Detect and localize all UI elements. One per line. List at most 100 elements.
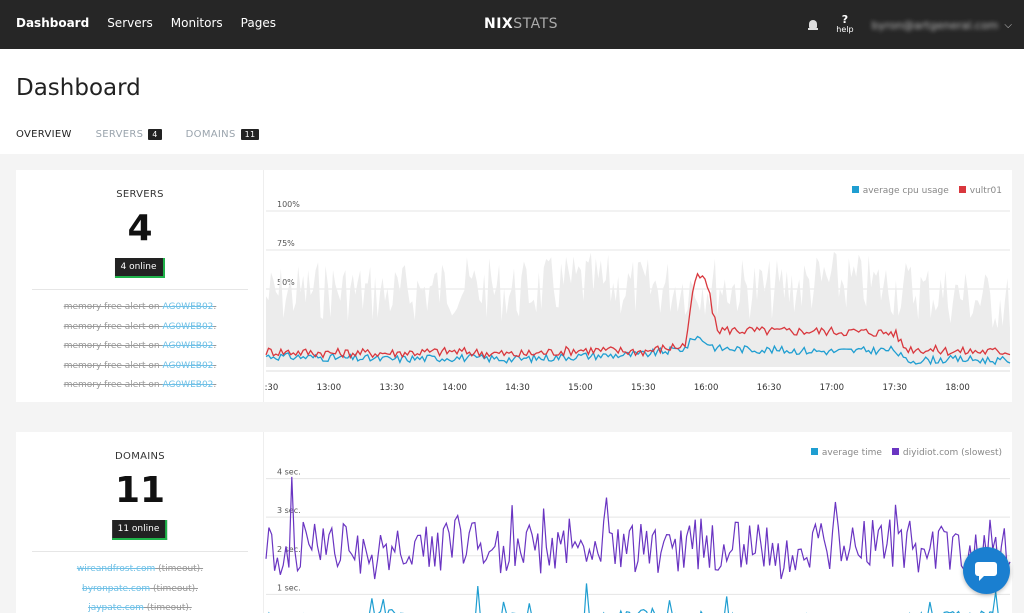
domains-label: DOMAINS bbox=[115, 451, 165, 462]
alert-text: memory free alert on bbox=[63, 302, 163, 312]
alert-item: memory free alert on AG0WEB02. bbox=[16, 337, 264, 357]
servers-count: 4 bbox=[127, 208, 153, 249]
brand-logo[interactable]: NIXSTATS bbox=[484, 16, 558, 32]
x-tick-label: 12:30 bbox=[264, 383, 278, 393]
tab-overview[interactable]: OVERVIEW bbox=[16, 129, 72, 140]
x-tick-label: 17:00 bbox=[820, 383, 845, 393]
legend-item[interactable]: average cpu usage bbox=[851, 186, 949, 196]
alert-host-link[interactable]: AG0WEB02 bbox=[162, 302, 214, 312]
tab-servers-label: SERVERS bbox=[95, 129, 144, 140]
response-chart-legend: average time diyidiot.com (slowest) bbox=[810, 448, 1002, 458]
alert-suffix: . bbox=[213, 321, 217, 332]
alert-text: memory free alert on bbox=[63, 360, 163, 371]
brand-light: STATS bbox=[513, 16, 559, 32]
nav-right: ? help byron@artgeneral.com ⌵ bbox=[808, 10, 1012, 40]
nav-servers[interactable]: Servers bbox=[107, 16, 153, 30]
alert-item: memory free alert on AG0WEB02. bbox=[16, 298, 264, 318]
domains-online-badge[interactable]: 11 online bbox=[111, 520, 168, 540]
alert-text: memory free alert on bbox=[63, 321, 163, 332]
domains-summary: DOMAINS 11 11 online wireandfrost.com (t… bbox=[16, 432, 264, 613]
top-navbar: Dashboard Servers Monitors Pages NIXSTAT… bbox=[0, 0, 1024, 49]
servers-label: SERVERS bbox=[116, 189, 164, 200]
main-nav: Dashboard Servers Monitors Pages bbox=[16, 16, 276, 30]
legend-item[interactable]: diyidiot.com (slowest) bbox=[891, 448, 1002, 458]
alert-host-link[interactable]: AG0WEB02 bbox=[162, 341, 214, 352]
x-tick-label: 18:00 bbox=[945, 383, 970, 393]
alert-item: byronpate.com (timeout). bbox=[16, 580, 264, 600]
tab-servers[interactable]: SERVERS 4 bbox=[96, 129, 162, 140]
x-tick-label: 13:00 bbox=[317, 383, 342, 393]
tab-servers-badge: 4 bbox=[148, 129, 162, 140]
background-area bbox=[266, 251, 1010, 367]
nav-dashboard[interactable]: Dashboard bbox=[16, 16, 90, 30]
legend-swatch-icon bbox=[851, 186, 859, 193]
alert-host-link[interactable]: jaypate.com bbox=[88, 603, 144, 613]
page-title: Dashboard bbox=[16, 75, 141, 101]
series-line-avg-cpu bbox=[265, 335, 1011, 366]
response-time-chart[interactable]: average time diyidiot.com (slowest) 4 se… bbox=[264, 432, 1012, 613]
tab-domains-label: DOMAINS bbox=[185, 129, 236, 140]
divider bbox=[32, 551, 248, 552]
alert-item: memory free alert on AG0WEB02. bbox=[16, 318, 264, 338]
alert-host-link[interactable]: AG0WEB02 bbox=[162, 380, 214, 391]
cpu-chart-svg: 100%75%50%25%12:3013:0013:3014:0014:3015… bbox=[264, 200, 1011, 393]
y-tick-label: 2 sec. bbox=[277, 545, 301, 554]
tab-overview-label: OVERVIEW bbox=[16, 129, 72, 140]
chat-bubble-icon[interactable] bbox=[963, 547, 1010, 594]
domains-count: 11 bbox=[114, 470, 166, 511]
domains-card: DOMAINS 11 11 online wireandfrost.com (t… bbox=[16, 432, 1012, 613]
nav-monitors[interactable]: Monitors bbox=[170, 16, 223, 30]
tab-domains-badge: 11 bbox=[240, 129, 260, 140]
cpu-chart[interactable]: average cpu usage vultr01 100%75%50%25%1… bbox=[264, 170, 1012, 402]
y-tick-label: 1 sec. bbox=[277, 583, 301, 592]
alert-host-link[interactable]: AG0WEB02 bbox=[162, 321, 214, 332]
help-button[interactable]: ? help bbox=[836, 14, 854, 35]
servers-online-badge[interactable]: 4 online bbox=[114, 258, 165, 278]
dashboard-tabs: OVERVIEW SERVERS 4 DOMAINS 11 bbox=[16, 129, 260, 140]
legend-item[interactable]: average time bbox=[810, 448, 882, 458]
alert-suffix: . bbox=[213, 360, 217, 371]
legend-label: average cpu usage bbox=[862, 186, 949, 196]
brand-bold: NIX bbox=[484, 16, 514, 32]
legend-swatch-icon bbox=[891, 448, 899, 455]
nav-pages[interactable]: Pages bbox=[240, 16, 276, 30]
x-tick-label: 15:00 bbox=[568, 383, 593, 393]
chevron-down-icon[interactable]: ⌵ bbox=[1004, 19, 1012, 31]
series-line-avg-time bbox=[268, 583, 999, 613]
alert-text: memory free alert on bbox=[63, 380, 163, 391]
y-tick-label: 75% bbox=[277, 239, 295, 248]
legend-item[interactable]: vultr01 bbox=[958, 186, 1002, 196]
x-tick-label: 14:30 bbox=[505, 383, 529, 393]
alert-text: memory free alert on bbox=[63, 341, 163, 352]
alert-item: memory free alert on AG0WEB02. bbox=[16, 357, 264, 377]
servers-summary: SERVERS 4 4 online memory free alert on … bbox=[16, 170, 264, 402]
alert-text: (timeout). bbox=[143, 603, 192, 613]
help-label: help bbox=[836, 25, 854, 34]
alert-text: (timeout). bbox=[150, 583, 198, 594]
user-email[interactable]: byron@artgeneral.com bbox=[871, 18, 999, 32]
y-tick-label: 3 sec. bbox=[277, 506, 301, 515]
alert-suffix: . bbox=[213, 302, 217, 312]
tab-domains[interactable]: DOMAINS 11 bbox=[186, 129, 260, 140]
bell-icon[interactable] bbox=[808, 19, 819, 31]
x-tick-label: 16:30 bbox=[757, 383, 782, 393]
servers-alerts-list: memory free alert on AG0WEB02. memory fr… bbox=[16, 298, 264, 396]
legend-label: diyidiot.com (slowest) bbox=[902, 448, 1002, 458]
y-tick-label: 50% bbox=[277, 278, 295, 287]
servers-card: SERVERS 4 4 online memory free alert on … bbox=[16, 170, 1012, 402]
alert-item: jaypate.com (timeout). bbox=[16, 599, 264, 613]
legend-label: average time bbox=[821, 448, 882, 458]
series-line-slowest-domain bbox=[265, 476, 1011, 580]
legend-label: vultr01 bbox=[969, 186, 1002, 196]
alert-suffix: . bbox=[213, 380, 217, 391]
alert-host-link[interactable]: AG0WEB02 bbox=[162, 360, 214, 371]
y-tick-label: 100% bbox=[277, 200, 300, 209]
domains-alerts-list: wireandfrost.com (timeout). byronpate.co… bbox=[16, 560, 264, 613]
page-header: Dashboard OVERVIEW SERVERS 4 DOMAINS 11 bbox=[0, 49, 1024, 154]
alert-host-link[interactable]: byronpate.com bbox=[82, 583, 151, 594]
x-tick-label: 17:30 bbox=[882, 383, 907, 393]
alert-text: (timeout). bbox=[155, 564, 204, 574]
alert-suffix: . bbox=[213, 341, 217, 352]
alert-host-link[interactable]: wireandfrost.com bbox=[76, 564, 156, 574]
x-tick-label: 16:00 bbox=[694, 383, 719, 393]
